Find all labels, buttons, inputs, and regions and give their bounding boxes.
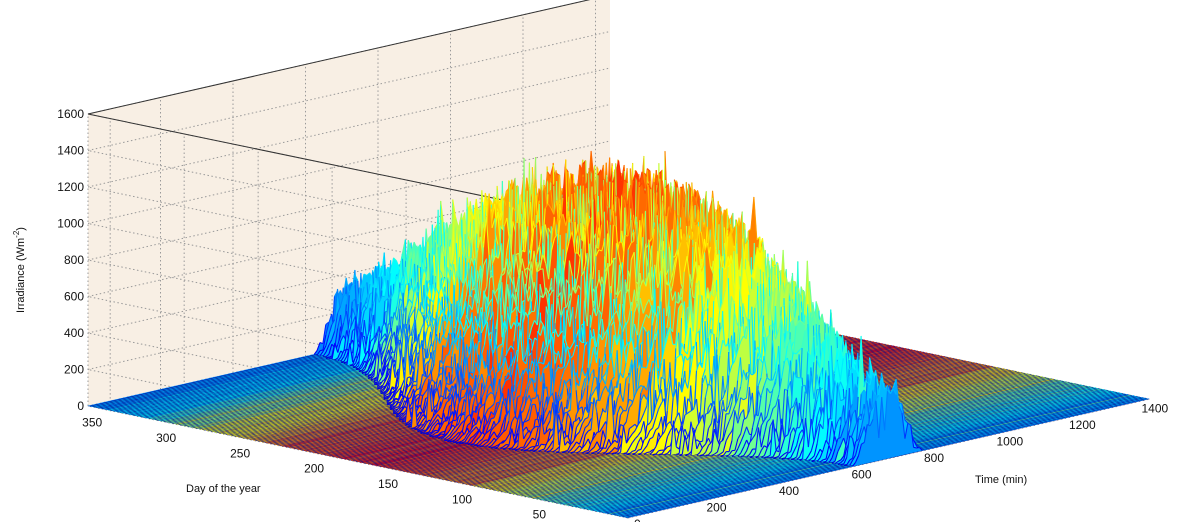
surface-ridge [377, 388, 380, 389]
surface-ridge [399, 419, 402, 420]
surface-ridge [384, 398, 387, 399]
surface-ridge [341, 362, 344, 363]
surface-ridge [405, 424, 408, 425]
surface-ridge [387, 404, 390, 405]
surface-ridge [393, 413, 396, 414]
surface-ridge [356, 369, 359, 370]
surface-ridge [374, 384, 377, 385]
surface-ridge [362, 372, 365, 373]
surface-ridge [411, 428, 414, 429]
surface-ridge [387, 403, 390, 404]
surface-ridge [359, 371, 362, 372]
surface-ridge [368, 378, 371, 379]
surface-ridge [390, 408, 393, 409]
surface-ridge [326, 357, 329, 358]
surface-ridge [516, 222, 519, 223]
surface-ridge [320, 350, 323, 351]
surface-ridge [396, 416, 399, 417]
